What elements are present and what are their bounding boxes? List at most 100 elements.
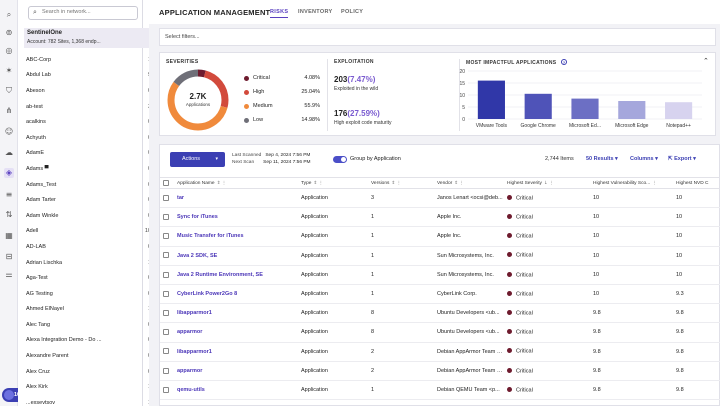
export-button[interactable]: ⇱ Export ▾ xyxy=(668,156,696,162)
columns-button[interactable]: Columns ▾ xyxy=(630,156,658,162)
tab-risks[interactable]: RISKS xyxy=(270,9,289,18)
application-name-link[interactable]: libapparmor1 xyxy=(174,303,298,324)
account-list-item[interactable]: Adrian Lischka1 xyxy=(26,255,154,271)
info-icon[interactable]: ? xyxy=(561,59,568,65)
table-row[interactable]: tar Application 3 Janos Lenart <ocsi@deb… xyxy=(160,188,720,209)
table-row[interactable]: Java 2 Runtime Environment, SE Applicati… xyxy=(160,265,720,285)
bar[interactable] xyxy=(524,93,552,119)
row-checkbox[interactable] xyxy=(163,252,169,259)
search-icon[interactable]: ⌕ xyxy=(6,10,12,19)
list-icon[interactable]: ≡ xyxy=(5,190,13,199)
ranger-icon[interactable]: ◈ xyxy=(4,168,14,178)
table-row[interactable]: libapparmor1 Application 8 Ubuntu Develo… xyxy=(160,303,720,324)
account-list-item[interactable]: Achyuth0 xyxy=(26,130,154,146)
row-checkbox[interactable] xyxy=(163,367,169,374)
tab-inventory[interactable]: INVENTORY xyxy=(298,9,333,15)
account-list-item[interactable]: AG Testing0 xyxy=(26,286,154,302)
account-list-item[interactable]: ABC-Corp1 xyxy=(26,52,154,68)
col-application-name[interactable]: Application Name ⇕ ⋮ xyxy=(174,177,298,189)
actions-button[interactable]: Actions ▾ xyxy=(170,152,225,167)
table-row[interactable]: CyberLink Power2Go 8 Application 1 Cyber… xyxy=(160,284,720,305)
shield-icon[interactable]: ⛉ xyxy=(6,86,12,95)
row-checkbox[interactable] xyxy=(163,233,169,240)
row-checkbox[interactable] xyxy=(163,348,169,355)
account-list-item[interactable]: AdamE0 xyxy=(26,146,154,162)
account-list-item[interactable]: Adams_Test0 xyxy=(26,177,154,193)
account-list-item[interactable]: Adam Winkle0 xyxy=(26,208,154,224)
bar[interactable] xyxy=(571,98,599,119)
account-list-item[interactable]: acalkins0 xyxy=(26,114,154,130)
donut-slice-medium[interactable] xyxy=(167,69,229,131)
user-icon[interactable]: ☺ xyxy=(4,127,14,136)
application-name-link[interactable]: CyberLink Power2Go 8 xyxy=(174,284,298,305)
target-icon[interactable]: ⊚ xyxy=(5,28,13,37)
grid-icon[interactable]: ▦ xyxy=(5,231,13,240)
row-checkbox[interactable] xyxy=(163,290,169,297)
application-name-link[interactable]: Java 2 SDK, SE xyxy=(174,246,298,266)
col-type[interactable]: Type ⇕ ⋮ xyxy=(298,177,368,189)
application-name-link[interactable]: Sync for iTunes xyxy=(174,207,298,228)
table-row[interactable]: libapparmor1 Application 2 Debian AppArm… xyxy=(160,342,720,362)
account-list-item[interactable]: Alexandre Parent0 xyxy=(26,348,154,364)
application-name-link[interactable]: apparmor xyxy=(174,322,298,343)
star-icon[interactable]: ✶ xyxy=(5,66,13,75)
filter-bar[interactable]: Select filters... xyxy=(159,28,716,46)
donut-slice-critical[interactable] xyxy=(167,69,229,131)
group-by-application-toggle[interactable] xyxy=(333,156,347,163)
table-row[interactable]: apparmor Application 2 Debian AppArmor T… xyxy=(160,361,720,381)
application-name-link[interactable]: Music Transfer for iTunes xyxy=(174,226,298,247)
account-list-item[interactable]: ab-test3 xyxy=(26,99,154,115)
account-list-item[interactable]: Adell 10 xyxy=(26,224,154,240)
application-name-link[interactable]: apparmor xyxy=(174,361,298,381)
account-list-item[interactable]: Abeson0 xyxy=(26,83,154,99)
application-name-link[interactable]: Java 2 Runtime Environment, SE xyxy=(174,265,298,285)
account-list-item[interactable]: Abdul Lab9 xyxy=(26,68,154,84)
severity-legend-item[interactable]: High 25.04% xyxy=(244,89,320,103)
account-header[interactable]: SentinelOne Account: 782 Sites, 1,368 en… xyxy=(24,28,158,48)
row-checkbox[interactable] xyxy=(163,309,169,316)
network-search[interactable]: ⌕ xyxy=(28,6,138,20)
tab-policy[interactable]: POLICY xyxy=(341,9,364,15)
application-name-link[interactable]: qemu-utils xyxy=(174,380,298,401)
col-versions[interactable]: Versions ⇕ ⋮ xyxy=(368,177,434,189)
account-list-item[interactable]: AD-LAB0 xyxy=(26,239,154,255)
broadcast-icon[interactable]: ◎ xyxy=(5,46,13,55)
row-checkbox[interactable] xyxy=(163,386,169,393)
collapse-chevron-icon[interactable]: ⌃ xyxy=(703,58,709,65)
equalizer-icon[interactable]: ⚌ xyxy=(5,270,13,279)
account-list-item[interactable]: ...exsevtsov1 xyxy=(26,395,154,406)
table-row[interactable]: Java 2 SDK, SE Application 1 Sun Microsy… xyxy=(160,246,720,266)
account-list-item[interactable]: Aga-Test0 xyxy=(26,270,154,286)
account-list-item[interactable]: Ahmed ElNayel1 xyxy=(26,302,154,318)
col-vendor[interactable]: Vendor ⇕ ⋮ xyxy=(434,177,504,189)
row-checkbox[interactable] xyxy=(163,194,169,201)
table-row[interactable]: apparmor Application 8 Ubuntu Developers… xyxy=(160,322,720,343)
row-checkbox[interactable] xyxy=(163,271,169,278)
select-all-checkbox[interactable] xyxy=(163,179,169,186)
application-name-link[interactable]: libapparmor1 xyxy=(174,342,298,362)
col-nvd[interactable]: Highest NVD C xyxy=(673,177,720,189)
cloud-icon[interactable]: ☁ xyxy=(5,148,13,157)
results-per-page[interactable]: 50 Results ▾ xyxy=(586,156,618,162)
row-checkbox[interactable] xyxy=(163,329,169,336)
donut-slice-high[interactable] xyxy=(167,69,229,131)
bar[interactable] xyxy=(618,101,646,119)
severity-legend-item[interactable]: Low 14.98% xyxy=(244,117,320,131)
table-row[interactable]: Music Transfer for iTunes Application 1 … xyxy=(160,226,720,247)
graph-icon[interactable]: ⇅ xyxy=(5,210,13,219)
account-list-item[interactable]: Alex Kirk1 xyxy=(26,379,154,395)
account-list-item[interactable]: Alexa Integration Demo - Do ...0 xyxy=(26,333,154,349)
severity-legend-item[interactable]: Medium 55.9% xyxy=(244,103,320,117)
bar[interactable] xyxy=(477,80,505,119)
col-highest-severity[interactable]: Highest Severity ↓ ⋮ xyxy=(504,177,590,189)
col-vulnerability-score[interactable]: Highest Vulnerability Sco... ⋮ xyxy=(590,177,673,189)
application-name-link[interactable]: tar xyxy=(174,188,298,209)
network-search-input[interactable] xyxy=(42,9,132,15)
account-list-item[interactable]: Alec Tang0 xyxy=(26,317,154,333)
table-row[interactable]: Sync for iTunes Application 1 Apple Inc.… xyxy=(160,207,720,228)
bar[interactable] xyxy=(665,102,693,119)
server-icon[interactable]: ⊟ xyxy=(5,252,13,261)
account-list-item[interactable]: Alex Cruz0 xyxy=(26,364,154,380)
account-list-item[interactable]: Adams ▀0 xyxy=(26,161,154,177)
severity-legend-item[interactable]: Critical 4.08% xyxy=(244,75,320,89)
